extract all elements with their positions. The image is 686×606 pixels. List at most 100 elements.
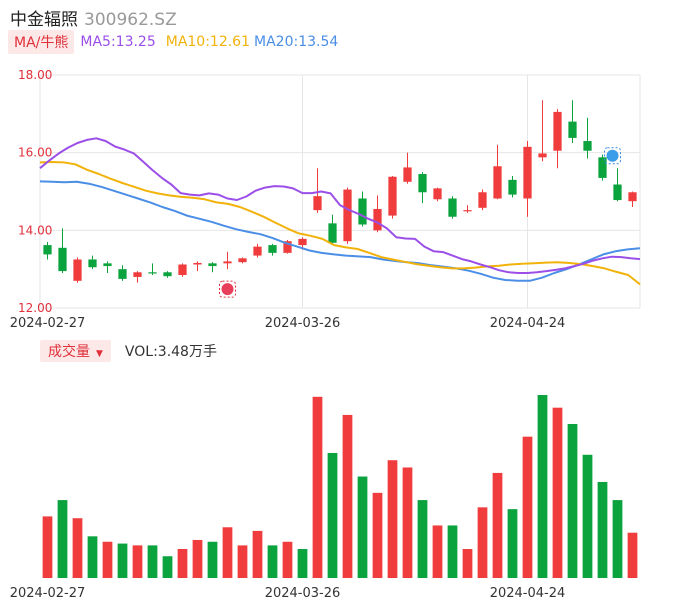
volume-bar (147, 545, 158, 578)
candle-body (268, 245, 277, 253)
volume-bar (207, 541, 218, 578)
ma20-label: MA20:13.54 (254, 34, 339, 50)
volume-bar (627, 532, 638, 578)
candle-body (253, 246, 262, 256)
bull-icon-frame (219, 280, 236, 298)
volume-bar (42, 516, 53, 578)
candle-body (343, 189, 352, 242)
volume-bar (357, 476, 368, 578)
ma10-label: MA10:12.61 (165, 34, 251, 50)
candle-body (568, 121, 577, 138)
signal-markers (219, 147, 621, 298)
candle-body (583, 141, 592, 151)
candle-body (58, 247, 67, 272)
volume-bar (177, 549, 188, 578)
volume-bar (342, 414, 353, 578)
ma-toggle-button[interactable]: MA/牛熊 (8, 30, 75, 54)
candle-body (448, 198, 457, 217)
volume-bar (417, 500, 428, 578)
candle-body (478, 192, 487, 208)
candle-body (523, 146, 532, 199)
x-tick-label: 2024-03-26 (265, 586, 341, 601)
volume-bar (297, 549, 308, 578)
moving-average-lines (39, 137, 641, 286)
candle-body (208, 263, 217, 267)
candle-body (388, 176, 397, 216)
candle-body (193, 262, 202, 265)
volume-bar (57, 500, 68, 578)
caret-down-icon: ▼ (96, 349, 103, 359)
candle-body (538, 153, 547, 158)
price-grid (39, 74, 641, 309)
candle-body (328, 223, 337, 243)
candle-body (418, 174, 427, 193)
volume-bar (162, 556, 173, 578)
candle-body (73, 259, 82, 281)
volume-legend: 成交量 ▼ VOL:3.48万手 (40, 340, 217, 362)
ma20-line (39, 180, 641, 282)
ma5-line (39, 137, 641, 274)
volume-bar (192, 539, 203, 578)
volume-bar (612, 500, 623, 578)
volume-bar (252, 530, 263, 578)
candle-body (463, 210, 472, 212)
candle-body (553, 111, 562, 151)
volume-bar (462, 549, 473, 578)
volume-bar (567, 423, 578, 578)
candle-body (598, 157, 607, 178)
volume-bar (117, 543, 128, 578)
volume-bar (327, 452, 338, 578)
candle-body (88, 259, 97, 268)
volume-bar (492, 472, 503, 578)
price-axis: 18.00 16.00 14.00 12.00 (18, 68, 52, 315)
volume-bar (312, 396, 323, 578)
candle-body (133, 272, 142, 277)
volume-bar (597, 481, 608, 578)
candle-body (628, 192, 637, 202)
volume-dropdown-button[interactable]: 成交量 ▼ (40, 340, 111, 362)
x-tick-label: 2024-03-26 (265, 316, 341, 331)
y-tick-label: 16.00 (18, 146, 52, 160)
volume-bar (132, 545, 143, 578)
candle-body (103, 263, 112, 267)
candle-body (178, 264, 187, 275)
candle-body (493, 166, 502, 199)
candlesticks (43, 100, 637, 283)
bear-icon (606, 149, 619, 162)
ma10-line (39, 161, 641, 286)
candle-body (163, 272, 172, 277)
candle-body (118, 269, 127, 279)
price-date-axis: 2024-02-27 2024-03-26 2024-04-24 (10, 316, 566, 331)
candle-body (298, 238, 307, 246)
volume-bar (237, 545, 248, 578)
bear-icon-frame (604, 147, 621, 165)
volume-bar (222, 527, 233, 578)
volume-bar (267, 545, 278, 578)
candle-body (313, 196, 322, 211)
candle-body (373, 208, 382, 231)
candle-body (148, 272, 157, 274)
volume-bar (582, 454, 593, 578)
y-tick-label: 12.00 (18, 301, 52, 315)
volume-button-label: 成交量 (48, 344, 90, 360)
volume-value: VOL:3.48万手 (124, 344, 217, 360)
candle-body (283, 241, 292, 253)
volume-bar (87, 536, 98, 578)
ma5-label: MA5:13.25 (80, 34, 156, 50)
stock-code: 300962.SZ (84, 10, 177, 30)
volume-bar (102, 541, 113, 578)
volume-bar (537, 395, 548, 578)
volume-bar (507, 509, 518, 578)
volume-bar (447, 525, 458, 578)
volume-bar (372, 492, 383, 578)
candle-body (403, 167, 412, 182)
candle-body (433, 188, 442, 200)
stock-header: 中金辐照 300962.SZ (10, 5, 177, 30)
volume-bar (402, 467, 413, 578)
x-tick-label: 2024-02-27 (10, 316, 86, 331)
volume-bar (432, 525, 443, 578)
candle-body (508, 179, 517, 195)
ma-legend: MA/牛熊 MA5:13.25 MA10:12.61 MA20:13.54 (8, 29, 338, 55)
volume-bar (477, 507, 488, 578)
